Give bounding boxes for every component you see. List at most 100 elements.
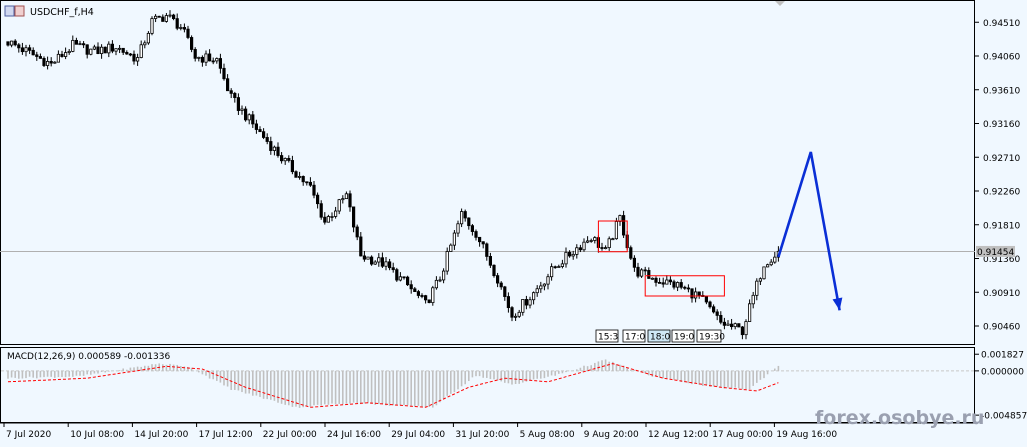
price-tick-label: 0.90910 — [983, 289, 1020, 299]
candle — [297, 171, 302, 180]
candle — [542, 283, 547, 291]
candle — [459, 208, 464, 228]
candle — [665, 275, 669, 285]
candle — [348, 190, 352, 212]
time-tick-label: 17 Aug 00:00 — [712, 430, 773, 440]
candle — [243, 106, 248, 122]
candle — [207, 49, 212, 62]
candle — [672, 279, 676, 290]
candle — [420, 293, 424, 299]
candle — [254, 119, 258, 134]
candle — [269, 136, 273, 155]
candle — [103, 46, 107, 54]
candle — [233, 91, 237, 103]
symbol-icon[interactable] — [4, 5, 25, 17]
symbol-timeframe-label: USDCHF_f,H4 — [30, 7, 94, 18]
candle — [481, 241, 485, 249]
candle — [737, 323, 741, 328]
candle — [769, 259, 773, 267]
candle — [71, 35, 75, 53]
candle — [128, 52, 132, 57]
candle — [355, 224, 359, 241]
candle — [143, 40, 147, 49]
candle — [229, 88, 233, 99]
chart-shift-marker-icon[interactable] — [775, 1, 785, 6]
candle — [694, 287, 698, 303]
candle — [740, 325, 745, 340]
candle — [326, 214, 331, 223]
candle — [27, 44, 32, 54]
candle — [560, 259, 565, 269]
candle — [751, 291, 755, 309]
candle — [279, 152, 284, 164]
candle — [654, 276, 658, 287]
candle — [215, 57, 219, 64]
candle — [236, 93, 240, 116]
candle — [121, 47, 125, 56]
candle — [387, 258, 392, 271]
candle — [179, 24, 183, 31]
candle — [697, 291, 701, 299]
candle — [171, 13, 176, 21]
current-price-tag — [976, 245, 1015, 257]
macd-tick-label: 0.001827 — [981, 351, 1024, 361]
candle — [301, 175, 305, 186]
candle — [46, 56, 50, 70]
candle — [413, 287, 417, 293]
candle — [247, 113, 251, 125]
candle — [474, 229, 478, 241]
price-tick-label: 0.90460 — [983, 323, 1020, 333]
candle — [521, 299, 525, 316]
candle — [643, 266, 647, 276]
candle — [427, 299, 431, 304]
candle — [283, 157, 287, 165]
candle — [640, 268, 644, 278]
svg-text:17:0: 17:0 — [625, 333, 645, 343]
candle — [74, 37, 78, 45]
time-tick-label: 19 Aug 16:00 — [776, 430, 837, 440]
candle — [611, 237, 615, 241]
candle — [337, 198, 341, 215]
candle — [391, 262, 395, 273]
forecast-path[interactable] — [777, 151, 841, 311]
candle — [319, 200, 323, 220]
candle — [225, 74, 230, 92]
svg-text:19:30: 19:30 — [699, 333, 725, 343]
candle — [452, 230, 457, 250]
price-tick-label: 0.93610 — [983, 86, 1020, 96]
candle — [110, 40, 114, 54]
candle — [287, 155, 291, 163]
candle — [434, 276, 439, 290]
candle — [492, 264, 496, 278]
watermark: forex.osobye.ru — [815, 407, 984, 429]
price-tick-label: 0.91810 — [983, 221, 1020, 231]
candle — [535, 285, 539, 297]
candle — [17, 43, 21, 53]
candle — [67, 48, 71, 55]
candle — [258, 126, 262, 133]
candle — [92, 44, 96, 51]
price-tick-label: 0.93160 — [983, 120, 1020, 130]
candle — [632, 255, 637, 272]
session-label: 19:0 — [671, 329, 694, 343]
candle — [661, 277, 665, 288]
candle — [607, 236, 611, 251]
candle — [362, 250, 367, 262]
candle — [600, 242, 604, 251]
candle — [510, 306, 514, 322]
candle — [402, 276, 406, 280]
candle — [294, 170, 298, 178]
candle — [758, 277, 763, 286]
candle — [416, 289, 421, 299]
candle — [568, 250, 572, 258]
candle — [582, 238, 586, 252]
highlight-box[interactable] — [644, 275, 725, 297]
candle — [193, 47, 197, 62]
candle — [485, 242, 489, 261]
candle — [6, 41, 10, 47]
price-tick-label: 0.92260 — [983, 188, 1020, 198]
highlight-box[interactable] — [597, 220, 628, 253]
macd-tick-label: 0.000000 — [981, 367, 1024, 377]
candle — [539, 281, 543, 293]
